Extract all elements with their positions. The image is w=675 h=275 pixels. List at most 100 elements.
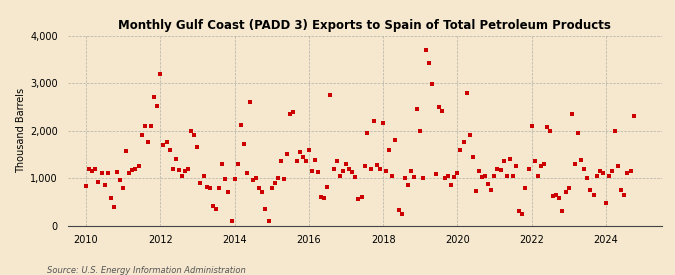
Point bbox=[152, 104, 163, 108]
Point bbox=[248, 178, 259, 182]
Point bbox=[310, 158, 321, 162]
Point bbox=[263, 219, 274, 223]
Point bbox=[412, 107, 423, 111]
Point bbox=[566, 112, 577, 116]
Point bbox=[319, 196, 330, 200]
Point bbox=[173, 167, 184, 172]
Point bbox=[418, 176, 429, 180]
Point bbox=[610, 128, 620, 133]
Point bbox=[220, 177, 231, 181]
Point bbox=[109, 204, 119, 209]
Point bbox=[359, 164, 370, 168]
Point bbox=[539, 162, 549, 166]
Point bbox=[446, 183, 456, 187]
Point bbox=[353, 197, 364, 201]
Point bbox=[300, 159, 311, 164]
Point bbox=[285, 112, 296, 116]
Text: Source: U.S. Energy Information Administration: Source: U.S. Energy Information Administ… bbox=[47, 266, 246, 275]
Point bbox=[613, 164, 624, 168]
Point bbox=[406, 169, 416, 173]
Point bbox=[275, 159, 286, 164]
Point bbox=[313, 170, 323, 175]
Point bbox=[560, 190, 571, 194]
Point bbox=[520, 185, 531, 190]
Point bbox=[601, 200, 612, 205]
Point bbox=[148, 95, 159, 100]
Point bbox=[322, 185, 333, 189]
Point bbox=[328, 166, 339, 171]
Point bbox=[557, 209, 568, 213]
Point bbox=[232, 162, 243, 166]
Point bbox=[325, 93, 335, 97]
Point bbox=[547, 194, 558, 198]
Point bbox=[84, 166, 95, 171]
Point bbox=[97, 171, 107, 175]
Point bbox=[158, 143, 169, 147]
Point bbox=[514, 209, 524, 213]
Point bbox=[139, 124, 150, 128]
Point bbox=[87, 169, 98, 173]
Point bbox=[115, 178, 126, 182]
Point bbox=[554, 196, 565, 200]
Point bbox=[492, 166, 503, 171]
Title: Monthly Gulf Coast (PADD 3) Exports to Spain of Total Petroleum Products: Monthly Gulf Coast (PADD 3) Exports to S… bbox=[118, 19, 611, 32]
Point bbox=[396, 211, 407, 216]
Point bbox=[477, 175, 487, 179]
Point bbox=[161, 140, 172, 145]
Point bbox=[316, 195, 327, 199]
Point bbox=[99, 183, 110, 187]
Point bbox=[468, 155, 479, 159]
Point bbox=[273, 176, 284, 180]
Point bbox=[505, 157, 516, 161]
Point bbox=[347, 170, 358, 175]
Point bbox=[223, 190, 234, 194]
Point bbox=[551, 193, 562, 197]
Point bbox=[455, 147, 466, 152]
Point bbox=[394, 208, 404, 213]
Point bbox=[523, 166, 534, 171]
Point bbox=[576, 158, 587, 162]
Point bbox=[134, 164, 144, 168]
Point bbox=[369, 119, 379, 123]
Point bbox=[303, 147, 314, 152]
Point bbox=[572, 131, 583, 135]
Point bbox=[375, 166, 385, 171]
Point bbox=[424, 60, 435, 65]
Point bbox=[338, 169, 348, 173]
Point bbox=[167, 166, 178, 171]
Point bbox=[449, 174, 460, 179]
Point bbox=[619, 192, 630, 197]
Point bbox=[127, 167, 138, 172]
Point bbox=[121, 148, 132, 153]
Point bbox=[344, 166, 354, 171]
Point bbox=[470, 189, 481, 194]
Point bbox=[226, 219, 237, 223]
Point bbox=[294, 150, 305, 154]
Point bbox=[250, 176, 261, 180]
Point bbox=[452, 171, 463, 175]
Point bbox=[236, 123, 246, 127]
Point bbox=[176, 174, 187, 178]
Point bbox=[183, 166, 194, 171]
Point bbox=[93, 180, 104, 184]
Point bbox=[186, 128, 196, 133]
Point bbox=[545, 128, 556, 133]
Point bbox=[356, 195, 367, 199]
Point bbox=[130, 166, 141, 171]
Point bbox=[266, 186, 277, 191]
Point bbox=[171, 157, 182, 161]
Point bbox=[260, 207, 271, 211]
Point bbox=[535, 164, 546, 168]
Point bbox=[458, 140, 469, 145]
Point bbox=[625, 169, 636, 173]
Point bbox=[603, 174, 614, 178]
Point bbox=[473, 169, 484, 173]
Point bbox=[464, 133, 475, 138]
Point bbox=[585, 188, 595, 192]
Point bbox=[402, 183, 413, 187]
Point bbox=[570, 162, 580, 166]
Point bbox=[146, 124, 157, 128]
Point bbox=[180, 169, 190, 173]
Point bbox=[334, 174, 345, 178]
Point bbox=[607, 169, 618, 173]
